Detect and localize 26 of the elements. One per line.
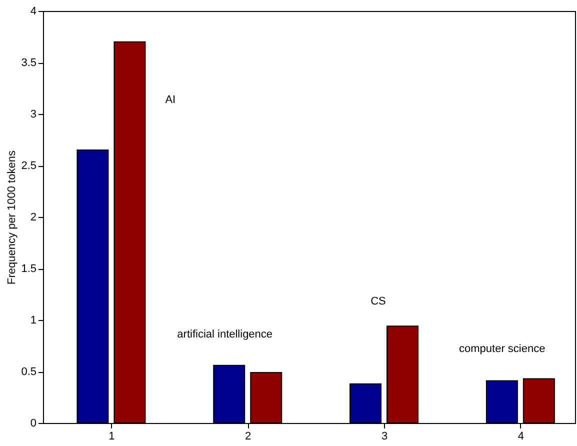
y-tick-label: 4 <box>30 6 36 18</box>
y-tick-label: 1.5 <box>21 263 36 275</box>
x-tick-label: 3 <box>381 430 388 442</box>
bar <box>250 372 282 424</box>
annotation: CS <box>370 296 386 308</box>
y-tick-label: 3.5 <box>21 57 36 69</box>
y-tick-label: 1 <box>30 314 36 326</box>
annotation: computer science <box>459 343 546 356</box>
bar <box>213 364 246 424</box>
bar <box>350 383 382 424</box>
y-tick-label: 0.5 <box>21 366 36 378</box>
bar <box>114 41 146 424</box>
y-tick-label: 2.5 <box>21 160 36 172</box>
x-tick-label: 2 <box>245 430 252 442</box>
bar <box>522 378 555 424</box>
bar <box>76 150 109 424</box>
y-tick-label: 2 <box>30 212 36 224</box>
bar <box>486 380 518 424</box>
x-tick-label: 4 <box>518 430 524 442</box>
annotation: AI <box>165 94 176 106</box>
y-tick-label: 3 <box>30 108 36 120</box>
annotation: artificial intelligence <box>177 328 273 341</box>
y-tick-label: 0 <box>30 418 36 430</box>
y-axis-title: Frequency per 1000 tokens <box>6 150 18 284</box>
bar <box>386 326 419 424</box>
x-tick-label: 1 <box>108 430 115 442</box>
